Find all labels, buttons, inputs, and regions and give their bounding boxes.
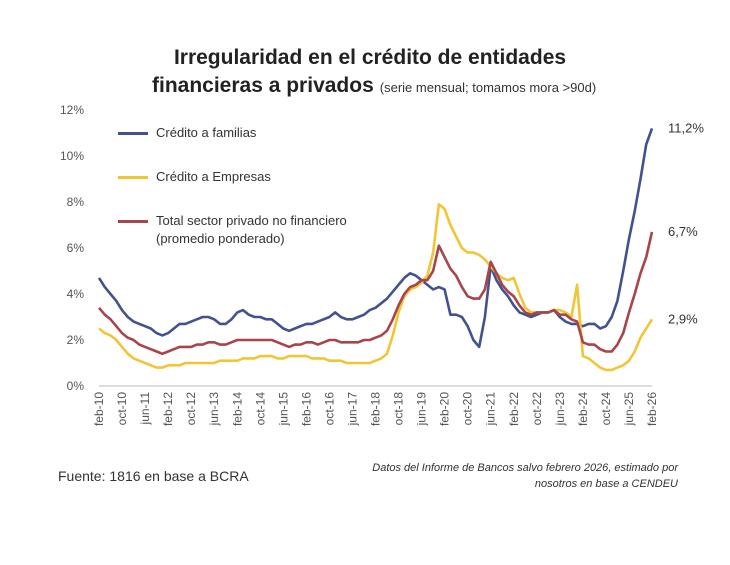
x-tick-label: oct-14 (253, 392, 267, 426)
value-label: 6,7% (668, 224, 698, 239)
x-tick-label: feb-24 (576, 392, 590, 426)
x-tick-label: feb-10 (92, 392, 106, 426)
title-line: financieras a privados (152, 74, 374, 97)
x-tick-label: jun-23 (553, 392, 567, 427)
legend-label: Crédito a Empresas (156, 169, 271, 184)
series-line (98, 203, 654, 372)
chart-title-2: financieras a privados (serie mensual; to… (152, 74, 596, 97)
x-tick-label: feb-20 (438, 392, 452, 426)
y-tick-label: 0% (67, 379, 85, 393)
y-tick-label: 8% (67, 195, 85, 209)
legend-item: Total sector privado no financiero (prom… (118, 212, 376, 248)
chart-title: Irregularidad en el crédito de entidades (174, 46, 566, 69)
x-tick-label: feb-16 (299, 392, 313, 426)
legend-label: Crédito a familias (156, 125, 257, 140)
source: Fuente: 1816 en base a BCRA (58, 468, 249, 484)
x-tick-label: jun-11 (138, 392, 152, 426)
series-line (97, 127, 654, 349)
legend-swatch (118, 132, 148, 135)
legend-swatch (118, 220, 148, 223)
x-tick-label: jun-17 (345, 392, 359, 427)
x-tick-label: oct-22 (530, 392, 544, 426)
x-tick-label: feb-26 (645, 392, 659, 426)
x-tick-label: oct-12 (184, 392, 198, 426)
x-tick-label: feb-12 (161, 392, 175, 426)
y-tick-label: 6% (67, 241, 85, 255)
x-tick-label: feb-22 (507, 392, 521, 426)
y-tick-label: 4% (67, 287, 85, 301)
x-tick-label: oct-10 (115, 392, 129, 426)
x-tick-label: feb-14 (230, 392, 244, 426)
x-tick-label: oct-18 (392, 392, 406, 426)
x-tick-label: jun-19 (415, 392, 429, 427)
y-tick-label: 12% (60, 103, 84, 117)
value-label: 2,9% (668, 311, 698, 326)
x-tick-label: jun-25 (622, 392, 636, 427)
legend-label: Total sector privado no financiero (prom… (156, 213, 347, 246)
x-tick-label: jun-21 (484, 392, 498, 427)
legend-item: Crédito a familias (118, 124, 376, 142)
legend: Crédito a familias Crédito a Empresas Tota… (118, 124, 376, 274)
x-tick-label: oct-20 (461, 392, 475, 426)
legend-item: Crédito a Empresas (118, 168, 376, 186)
x-tick-label: oct-16 (322, 392, 336, 426)
x-tick-label: oct-24 (599, 392, 613, 426)
series-line (98, 231, 654, 356)
x-tick-label: feb-18 (369, 392, 383, 426)
y-tick-label: 10% (60, 149, 84, 163)
x-tick-label: jun-13 (207, 392, 221, 427)
legend-swatch (118, 176, 148, 179)
subtitle: (serie mensual; tomamos mora >90d) (380, 80, 596, 95)
note: Datos del Informe de Bancos salvo febrer… (372, 462, 678, 490)
y-tick-label: 2% (67, 333, 85, 347)
value-label: 11,2% (668, 120, 704, 135)
x-tick-label: jun-15 (276, 392, 290, 427)
